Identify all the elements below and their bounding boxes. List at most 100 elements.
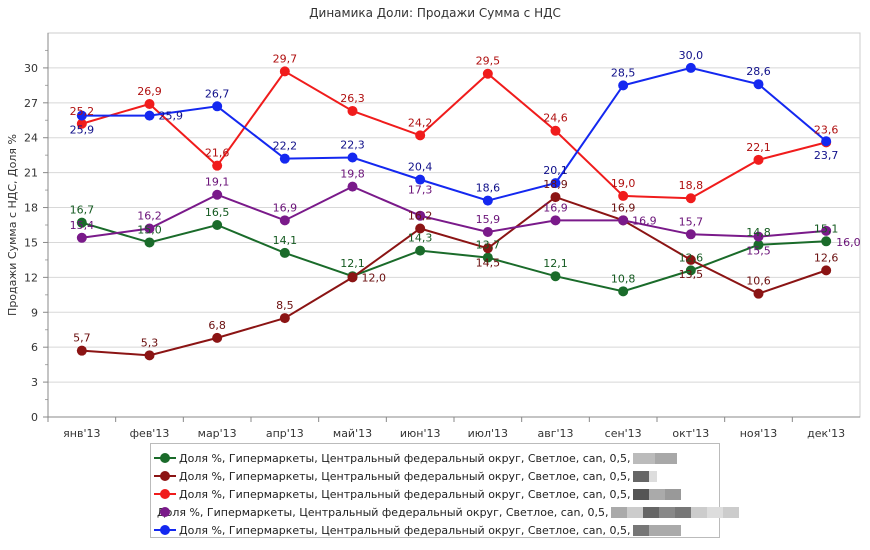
- y-tick-label: 24: [24, 132, 38, 145]
- data-point: [482, 226, 493, 237]
- data-point: [550, 271, 561, 282]
- x-tick-label: авг'13: [537, 427, 573, 440]
- series-line: [81, 70, 827, 200]
- legend-marker-icon: [154, 470, 176, 482]
- redacted-text: [633, 470, 658, 482]
- legend: Доля %, Гипермаркеты, Центральный федера…: [150, 443, 740, 539]
- plot-background: [47, 32, 861, 418]
- data-point: [753, 239, 764, 250]
- data-point: [821, 225, 832, 236]
- data-label: 8,5: [276, 299, 294, 312]
- data-label: 17,3: [408, 184, 433, 197]
- data-point: [279, 66, 290, 77]
- data-label: 23,7: [814, 149, 839, 162]
- data-point: [550, 192, 561, 203]
- data-label: 16,9: [611, 201, 636, 214]
- redacted-text: [633, 452, 678, 464]
- plot-area: 0 3 6 9 12 15 18 21 24 27 30 янв'13 фев'13 мар'13 апр'…: [6, 32, 861, 440]
- data-label: 12,1: [340, 257, 365, 270]
- data-label: 5,7: [73, 332, 91, 345]
- data-label: 14,1: [273, 234, 298, 247]
- data-point: [821, 236, 832, 247]
- x-tick-label: мар'13: [198, 427, 237, 440]
- data-point: [144, 350, 155, 361]
- legend-item[interactable]: Доля %, Гипермаркеты, Центральный федера…: [151, 449, 719, 467]
- data-label: 29,5: [476, 55, 501, 68]
- data-label: 19,1: [205, 176, 230, 189]
- data-label: 14,5: [476, 256, 501, 269]
- y-tick-label: 18: [24, 202, 38, 215]
- x-tick-label: июн'13: [400, 427, 441, 440]
- redacted-text: [633, 524, 682, 536]
- y-tick-label: 21: [24, 167, 38, 180]
- legend-marker-icon: [154, 452, 176, 464]
- data-label: 28,5: [611, 66, 636, 79]
- data-label: 22,2: [273, 140, 298, 153]
- data-label: 25,2: [70, 105, 95, 118]
- legend-item[interactable]: Доля %, Гипермаркеты, Центральный федера…: [151, 485, 719, 503]
- data-point: [685, 62, 696, 73]
- data-label: 16,2: [408, 209, 433, 222]
- data-point: [279, 215, 290, 226]
- x-tick-label: сен'13: [605, 427, 642, 440]
- y-tick-label: 3: [31, 376, 38, 389]
- x-tick-label: дек'13: [807, 427, 845, 440]
- data-point: [415, 245, 426, 256]
- data-point: [76, 110, 87, 121]
- legend-label: Доля %, Гипермаркеты, Центральный федера…: [179, 487, 631, 501]
- data-point: [76, 118, 87, 129]
- series-line: [81, 185, 827, 239]
- data-label: 22,3: [340, 139, 365, 152]
- legend-label: Доля %, Гипермаркеты, Центральный федера…: [179, 469, 631, 483]
- data-point: [753, 288, 764, 299]
- x-tick-label: май'13: [333, 427, 372, 440]
- data-label: 14,8: [746, 226, 771, 239]
- series-lines: [76, 62, 832, 361]
- data-point: [76, 217, 87, 228]
- data-label: 15,5: [746, 245, 771, 258]
- data-point: [618, 80, 629, 91]
- data-point: [347, 272, 358, 283]
- data-label: 12,6: [679, 251, 704, 264]
- x-tick-label: окт'13: [672, 427, 709, 440]
- data-point: [279, 313, 290, 324]
- data-labels: 16,7 15,0 16,5 14,1 12,1 14,3 13,7 12,1 10,8 12,6…: [70, 49, 861, 349]
- data-label: 23,6: [814, 123, 839, 136]
- data-label: 22,1: [746, 141, 771, 154]
- data-label: 16,0: [836, 236, 861, 249]
- data-point: [212, 189, 223, 200]
- data-point: [753, 79, 764, 90]
- series-line: [81, 66, 827, 202]
- data-point: [618, 190, 629, 201]
- data-label: 20,4: [408, 161, 433, 174]
- data-point: [347, 105, 358, 116]
- legend-item[interactable]: Доля %, Гипермаркеты, Центральный федера…: [151, 467, 719, 485]
- data-point: [618, 286, 629, 297]
- x-tick-label: июл'13: [468, 427, 508, 440]
- data-label: 15,1: [814, 222, 839, 235]
- y-tick-label: 30: [24, 62, 38, 75]
- y-tick-label: 9: [31, 306, 38, 319]
- data-label: 20,1: [543, 164, 568, 177]
- data-point: [482, 243, 493, 254]
- data-label: 10,6: [746, 275, 771, 288]
- legend-item[interactable]: Доля %, Гипермаркеты, Центральный федера…: [151, 521, 719, 539]
- data-label: 14,3: [408, 232, 433, 245]
- data-label: 10,8: [611, 272, 636, 285]
- data-point: [212, 220, 223, 230]
- data-label: 19,8: [340, 168, 365, 181]
- legend-item[interactable]: Доля %, Гипермаркеты, Центральный федера…: [151, 503, 740, 521]
- y-tick-label: 6: [31, 341, 38, 354]
- data-label: 26,7: [205, 87, 230, 100]
- data-label: 16,7: [70, 204, 95, 217]
- y-tick-label: 12: [24, 271, 38, 284]
- data-label: 25,9: [159, 110, 184, 123]
- data-point: [76, 345, 87, 356]
- data-label: 16,9: [632, 214, 657, 227]
- data-point: [753, 154, 764, 165]
- data-label: 24,2: [408, 116, 433, 129]
- redacted-text: [633, 488, 682, 500]
- data-label: 25,9: [70, 124, 95, 137]
- data-label: 13,5: [679, 268, 704, 281]
- data-label: 5,3: [141, 336, 159, 349]
